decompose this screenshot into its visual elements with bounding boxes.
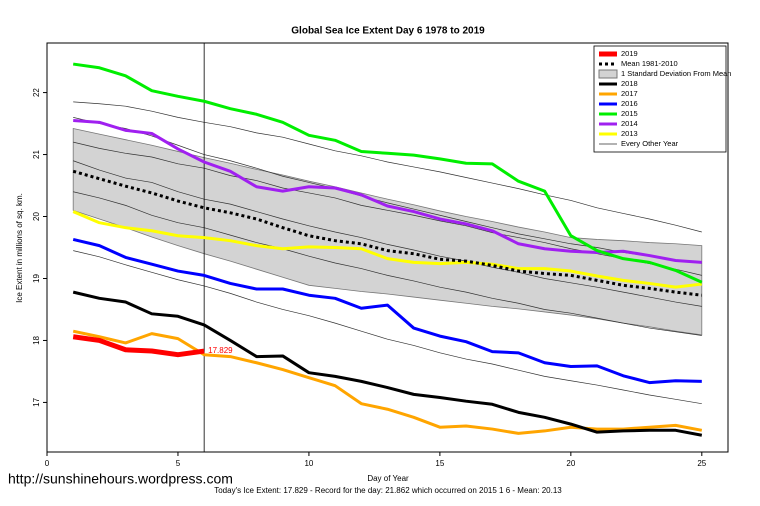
other-year-line [73, 117, 702, 264]
plot-frame [46, 42, 729, 453]
legend-label: 2014 [621, 119, 638, 128]
y-tick-label: 19 [32, 273, 41, 282]
x-tick-label: 25 [697, 459, 706, 468]
series-line [72, 334, 205, 358]
series-line [72, 169, 702, 297]
y-tick-label: 21 [32, 150, 41, 159]
legend-label: Mean 1981-2010 [621, 59, 678, 68]
legend-label: 2013 [621, 129, 638, 138]
x-tick-label: 20 [566, 459, 575, 468]
y-tick-label: 20 [32, 212, 41, 221]
series-line [72, 210, 702, 289]
other-year-line [73, 191, 702, 336]
legend-label: 1 Standard Deviation From Mean [621, 69, 731, 78]
legend-label: 2018 [621, 79, 638, 88]
footnote: Today's Ice Extent: 17.829 - Record for … [214, 486, 562, 495]
legend-label: 2017 [621, 89, 638, 98]
std-band [72, 128, 703, 336]
x-tick-label: 5 [176, 459, 181, 468]
legend-label: 2016 [621, 99, 638, 108]
chart-title: Global Sea Ice Extent Day 6 1978 to 2019 [291, 26, 485, 37]
series-line [72, 237, 702, 385]
y-tick-label: 17 [32, 397, 41, 406]
other-year-line [73, 160, 702, 307]
legend-label: 2015 [621, 109, 638, 118]
other-year-line [73, 250, 702, 405]
x-tick-label: 0 [45, 459, 50, 468]
y-axis-label: Ice Extent in millions of sq. km. [15, 193, 24, 303]
legend-label: Every Other Year [621, 139, 679, 148]
x-tick-label: 15 [435, 459, 444, 468]
legend-label: 2019 [621, 49, 638, 58]
series-line [72, 62, 703, 284]
y-tick-label: 18 [32, 335, 41, 344]
other-year-line [73, 101, 702, 233]
source: http://sunshinehours.wordpress.com [8, 471, 233, 487]
y-tick-label: 22 [32, 88, 41, 97]
x-axis-label: Day of Year [367, 474, 409, 483]
value-label: 17.829 [208, 346, 233, 355]
legend-swatch [598, 69, 618, 79]
series-line [72, 329, 703, 435]
x-tick-label: 10 [304, 459, 313, 468]
series-line [73, 118, 702, 264]
series-line [72, 290, 703, 437]
